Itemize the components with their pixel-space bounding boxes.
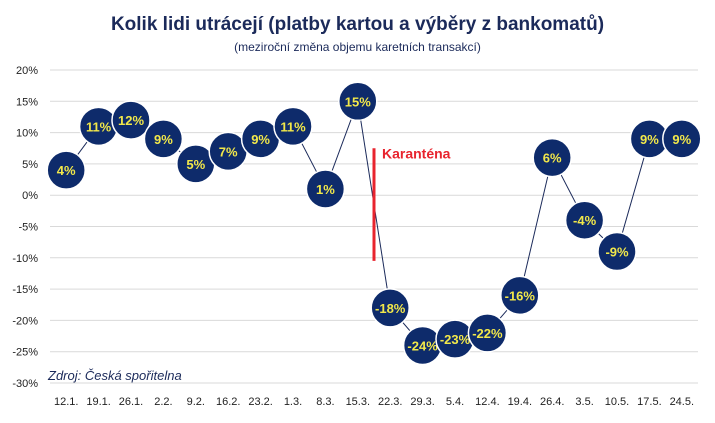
data-label: -23% [440, 332, 471, 347]
data-point: 11% [78, 106, 119, 147]
data-label: -9% [605, 245, 629, 260]
data-label: 11% [86, 119, 112, 134]
data-point: 7% [208, 131, 248, 172]
x-tick-label: 3.5. [575, 396, 593, 408]
data-point-bubble [143, 119, 184, 159]
data-point: 9% [629, 119, 670, 159]
data-point: 4% [46, 150, 86, 190]
data-label: 1% [316, 182, 335, 197]
data-label: 9% [154, 132, 173, 147]
data-label: 12% [118, 113, 144, 128]
data-point-bubble [564, 200, 605, 240]
quarantine-annotation: Karanténa [372, 145, 451, 261]
data-point-bubble [597, 231, 637, 272]
x-tick-label: 2.2. [154, 396, 172, 408]
x-tick-label: 26.4. [540, 396, 564, 408]
x-tick-label: 15.3. [346, 396, 370, 408]
x-tick-label: 19.1. [86, 396, 110, 408]
x-tick-label: 8.3. [316, 396, 334, 408]
data-point-bubble [467, 313, 508, 353]
y-tick-label: 10% [16, 128, 38, 140]
data-label: -24% [407, 338, 438, 353]
data-point: 5% [176, 144, 216, 184]
x-tick-label: 24.5. [670, 396, 694, 408]
x-tick-label: 1.3. [284, 396, 302, 408]
y-tick-label: -20% [12, 315, 38, 327]
y-tick-label: -25% [12, 347, 38, 359]
data-label: -22% [472, 326, 503, 341]
data-point: -9% [597, 231, 637, 272]
data-label: 7% [219, 144, 238, 159]
data-point-bubble [46, 150, 86, 190]
data-point: -22% [467, 313, 508, 353]
data-point: -24% [402, 325, 443, 366]
source-note: Zdroj: Česká spořitelna [47, 368, 182, 383]
data-points: 4% 11% 12% 9% 5% 7% 9% 11% 1% 15% -18% -24% -23% -22%… [46, 81, 702, 366]
data-point: -4% [564, 200, 605, 240]
chart-subtitle: (meziroční změna objemu karetních transa… [234, 40, 481, 54]
quarantine-label: Karanténa [382, 145, 451, 161]
x-axis: 12.1. 19.1. 26.1. 2.2. 9.2. 16.2. 23.2. 1.3. 8.3… [54, 396, 694, 408]
x-tick-label: 26.1. [119, 396, 143, 408]
y-tick-label: -5% [18, 222, 38, 234]
data-point-bubble [370, 288, 410, 328]
data-point-bubble [273, 106, 313, 147]
y-tick-label: 0% [22, 190, 38, 202]
data-point: -16% [500, 275, 540, 316]
data-point-bubble [500, 275, 540, 316]
data-point: 12% [111, 100, 151, 140]
data-label: 11% [280, 119, 306, 134]
y-tick-label: -15% [12, 284, 38, 296]
data-point: 9% [240, 119, 281, 159]
data-label: -16% [505, 288, 536, 303]
x-tick-label: 29.3. [410, 396, 434, 408]
data-label: 9% [251, 132, 270, 147]
data-point-bubble [662, 119, 702, 159]
data-point: -18% [370, 288, 410, 328]
data-point-bubble [305, 169, 346, 209]
x-tick-label: 23.2. [248, 396, 272, 408]
y-tick-label: -10% [12, 253, 38, 265]
chart-title: Kolik lidi utrácejí (platby kartou a výb… [110, 14, 605, 35]
y-tick-label: 20% [16, 65, 38, 77]
data-label: -4% [573, 213, 597, 228]
data-label: 5% [186, 157, 205, 172]
x-tick-label: 12.4. [475, 396, 499, 408]
data-label: 9% [672, 132, 691, 147]
x-tick-label: 9.2. [187, 396, 205, 408]
data-point: 11% [273, 106, 313, 147]
data-point: 9% [662, 119, 702, 159]
data-label: 6% [543, 151, 562, 166]
y-tick-label: -30% [12, 378, 38, 390]
data-label: 4% [57, 163, 76, 178]
y-tick-label: 15% [16, 96, 38, 108]
data-point-bubble [338, 81, 378, 122]
x-tick-label: 12.1. [54, 396, 78, 408]
data-point: 6% [532, 137, 572, 178]
x-tick-label: 17.5. [637, 396, 661, 408]
data-label: 15% [345, 94, 371, 109]
x-tick-label: 19.4. [508, 396, 532, 408]
x-tick-label: 16.2. [216, 396, 240, 408]
x-tick-label: 10.5. [605, 396, 629, 408]
data-point-bubble [532, 137, 572, 178]
data-label: -18% [375, 301, 406, 316]
y-tick-label: 5% [22, 159, 38, 171]
data-point-bubble [111, 100, 151, 140]
data-label: 9% [640, 132, 659, 147]
data-point: -23% [435, 319, 475, 359]
y-axis: 20% 15% 10% 5% 0% -5% -10% -15% -20% -25% -30% [12, 65, 38, 390]
x-tick-label: 5.4. [446, 396, 464, 408]
data-point: 9% [143, 119, 184, 159]
data-point: 1% [305, 169, 346, 209]
data-point: 15% [338, 81, 378, 122]
x-tick-label: 22.3. [378, 396, 402, 408]
